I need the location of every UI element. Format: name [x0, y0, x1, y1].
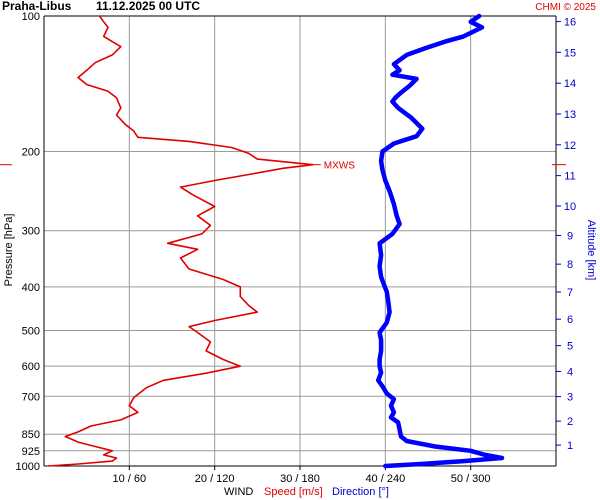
pressure-tick-label: 850 [22, 429, 40, 441]
pressure-tick-label: 1000 [16, 461, 40, 473]
wind-direction-line [375, 13, 505, 469]
altitude-tick-label: 11 [564, 171, 575, 183]
series-layer [47, 13, 505, 469]
altitude-tick-label: 9 [567, 230, 573, 242]
wind-tick-label: 30 / 180 [280, 473, 320, 485]
wind-tick-label: 40 / 240 [365, 473, 405, 485]
grid [44, 16, 556, 466]
wind-tick-label: 20 / 120 [195, 473, 235, 485]
station-title: Praha-Libus [2, 0, 72, 13]
altitude-tick-label: 10 [564, 201, 576, 213]
wind-tick-label: 10 / 60 [113, 473, 147, 485]
altitude-tick-label: 14 [564, 78, 576, 90]
altitude-tick-label: 5 [567, 341, 573, 353]
altitude-tick-label: 6 [567, 314, 573, 326]
pressure-tick-label: 400 [22, 282, 40, 294]
pressure-tick-label: 500 [22, 326, 40, 338]
y-axis-left-label: Pressure [hPa] [3, 214, 15, 287]
altitude-tick-label: 8 [567, 259, 573, 271]
x-axis-label: WIND Speed [m/s] Direction [°] [224, 486, 389, 498]
altitude-tick-label: 2 [567, 416, 573, 428]
y-axis-right-label: Altitude [km] [585, 220, 597, 281]
mxws-annotation: MXWS [324, 161, 355, 172]
pressure-tick-label: 200 [22, 146, 40, 158]
x-axis-label-speed: Speed [m/s] [264, 486, 323, 498]
x-axis-label-direction: Direction [°] [332, 486, 389, 498]
altitude-tick-label: 1 [567, 440, 573, 452]
altitude-tick-label: 16 [564, 17, 576, 29]
datetime-title: 11.12.2025 00 UTC [96, 0, 200, 13]
pressure-tick-label: 100 [22, 11, 40, 23]
altitude-tick-label: 4 [567, 366, 573, 378]
altitude-tick-label: 13 [564, 109, 576, 121]
altitude-tick-label: 15 [564, 47, 576, 59]
copyright: CHMI © 2025 [535, 2, 596, 13]
pressure-tick-label: 600 [22, 361, 40, 373]
pressure-tick-label: 925 [22, 446, 40, 458]
altitude-tick-label: 7 [567, 287, 573, 299]
pressure-tick-label: 300 [22, 226, 40, 238]
wind-tick-label: 50 / 300 [451, 473, 491, 485]
altitude-tick-label: 3 [567, 392, 573, 404]
pressure-tick-label: 700 [22, 391, 40, 403]
altitude-tick-label: 12 [564, 140, 576, 152]
wind-speed-line [47, 15, 314, 467]
x-axis-label-wind: WIND [224, 486, 253, 498]
